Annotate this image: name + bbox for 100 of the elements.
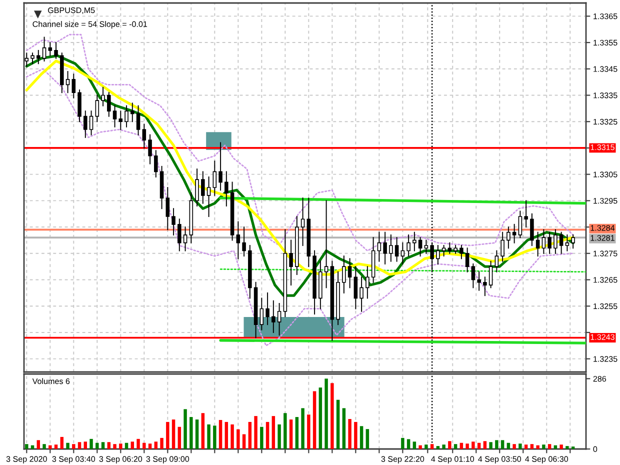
candlestick: [277, 302, 282, 336]
candlestick: [436, 245, 440, 264]
bar: [166, 422, 170, 449]
candlestick: [483, 276, 487, 296]
y-tick-label: 1.3265: [594, 277, 618, 283]
bar: [460, 442, 464, 449]
bar: [495, 440, 498, 449]
bar: [254, 416, 258, 449]
bar: [477, 442, 481, 449]
y-tick-label: 1.3305: [594, 172, 618, 178]
ref-line-label: 1.3281: [590, 235, 614, 241]
chart-title: GBPUSD,M5: [48, 7, 95, 14]
bar: [512, 444, 516, 449]
y-tick-label: 0: [593, 446, 598, 452]
x-tick-label: 4 Sep 06:30: [525, 456, 568, 464]
y-tick-label: 1.3235: [594, 356, 618, 362]
y-tick-label: 1.3275: [594, 250, 618, 256]
ref-line-label: 1.3243: [590, 334, 614, 340]
bar: [207, 424, 210, 449]
bar: [401, 438, 404, 449]
candlestick: [500, 232, 504, 262]
bar: [295, 417, 299, 449]
y-tick-label: 1.3295: [594, 198, 618, 204]
bar: [284, 413, 287, 449]
bar: [406, 439, 410, 449]
candlestick: [554, 229, 558, 254]
x-tick-label: 3 Sep 2020: [6, 456, 47, 464]
candlestick: [418, 237, 422, 257]
bar: [500, 440, 504, 449]
candlestick: [389, 234, 393, 262]
bar: [78, 442, 82, 449]
y-tick-label: 1.3365: [594, 13, 618, 20]
bar: [113, 444, 116, 449]
bar: [42, 444, 46, 449]
bar: [178, 426, 182, 449]
candlestick: [324, 200, 328, 288]
candlestick: [172, 208, 176, 236]
candlestick: [136, 105, 140, 136]
bar: [366, 429, 370, 449]
bar: [466, 444, 469, 449]
candlestick: [30, 52, 34, 64]
bar: [248, 422, 252, 449]
bar: [48, 445, 52, 449]
bar: [96, 442, 99, 449]
y-tick-label: 1.3255: [594, 303, 618, 310]
bar: [312, 391, 316, 449]
candlestick: [394, 237, 399, 262]
candlestick: [494, 250, 499, 272]
candlestick: [477, 271, 481, 291]
bar: [119, 444, 122, 449]
x-tick-label: 4 Sep 03:50: [478, 456, 522, 464]
bar: [154, 442, 158, 449]
candlestick: [42, 36, 46, 62]
bar: [224, 422, 228, 449]
candlestick: [406, 234, 410, 257]
candlestick: [412, 232, 416, 252]
ref-line-label: 1.3315: [590, 144, 614, 150]
candlestick: [84, 110, 88, 138]
candlestick: [89, 110, 94, 136]
candlestick: [424, 240, 428, 254]
candlestick: [118, 110, 123, 130]
candlestick: [72, 74, 76, 98]
bar: [524, 444, 528, 449]
bar: [201, 413, 205, 449]
bar: [318, 388, 322, 449]
x-tick-label: 4 Sep 01:10: [431, 456, 474, 464]
candlestick: [95, 94, 100, 122]
bar: [72, 444, 76, 449]
candlestick: [536, 232, 540, 257]
candlestick: [101, 86, 105, 106]
bar: [218, 420, 222, 449]
bar: [54, 444, 58, 449]
candlestick: [112, 105, 117, 128]
bar: [260, 426, 264, 449]
bar: [483, 441, 487, 449]
bar: [213, 426, 216, 449]
bar: [301, 408, 304, 449]
candlestick: [201, 171, 205, 204]
ref-line-label: 1.3284: [590, 225, 615, 231]
bar: [454, 444, 458, 449]
y-tick-label: 286: [593, 376, 606, 382]
bar: [230, 424, 234, 449]
bar: [90, 438, 93, 449]
candlestick: [289, 240, 293, 286]
x-tick-label: 3 Sep 09:00: [146, 456, 190, 464]
bar: [518, 444, 522, 449]
x-tick-label: 3 Sep 06:20: [99, 456, 142, 464]
bar: [342, 408, 346, 449]
candlestick: [471, 263, 476, 288]
candlestick: [506, 226, 510, 249]
bar: [336, 400, 340, 449]
x-tick-label: 3 Sep 03:40: [52, 456, 96, 464]
candlestick: [366, 266, 370, 299]
candlestick: [565, 234, 570, 252]
candlestick: [300, 198, 305, 246]
y-tick-label: 1.3355: [594, 40, 618, 46]
bar: [60, 436, 64, 449]
candlestick: [124, 105, 128, 128]
candlestick: [383, 232, 387, 264]
bar: [236, 429, 240, 449]
